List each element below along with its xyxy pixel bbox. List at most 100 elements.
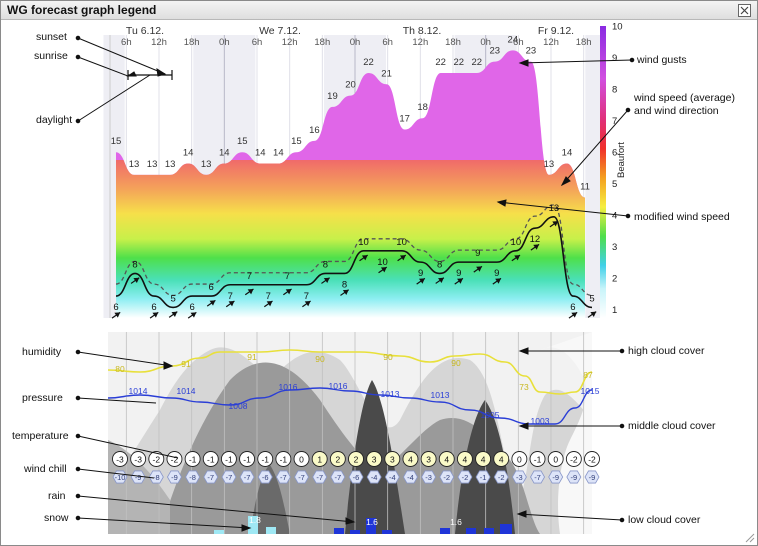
close-icon[interactable]: [738, 4, 751, 17]
wind-speed-value: 6: [113, 302, 118, 313]
wind-arrow-icon: [454, 277, 464, 285]
wind-chill-marker: -9: [548, 470, 564, 484]
wind-chill-marker: -4: [402, 470, 418, 484]
rain-bar: [350, 530, 360, 534]
wind-arrow-icon: [397, 254, 407, 262]
wind-arrow-icon: [111, 311, 121, 319]
wind-arrow-icon: [149, 311, 159, 319]
temperature-marker: 0: [293, 451, 310, 467]
wind-chill-value: -9: [589, 473, 596, 482]
label-wind-direction: and wind direction: [634, 105, 719, 117]
humidity-value: 90: [315, 354, 325, 364]
wind-speed-value: 7: [247, 271, 252, 282]
label-rain: rain: [48, 490, 66, 502]
beaufort-level: 3: [612, 242, 617, 253]
wind-chill-marker: -4: [384, 470, 400, 484]
temperature-value: -2: [570, 455, 578, 465]
wind-chill-marker: -10: [112, 470, 128, 484]
wind-chill-value: -2: [443, 473, 450, 482]
wind-speed-value: 10: [396, 237, 407, 248]
night-band: [585, 35, 600, 318]
humidity-labels: 80 91 91 90 90 90 73 87: [115, 352, 593, 392]
wind-graph: 15 13 13 13 14 13 14 15 14 14 15 16 19 20 22 21 17 18 22 22…: [103, 34, 600, 319]
temperature-marker: 3: [384, 451, 401, 467]
wind-chill-value: -3: [425, 473, 432, 482]
wind-arrow-icon: [321, 277, 330, 284]
label-daylight: daylight: [36, 114, 73, 126]
temperature-value: -3: [134, 455, 142, 465]
temperature-value: 0: [517, 455, 522, 465]
wind-speed-value: 10: [511, 237, 522, 248]
wind-arrow-icon: [492, 277, 502, 285]
beaufort-title: Beaufort: [616, 142, 627, 178]
temperature-marker: -2: [148, 451, 165, 467]
temperature-value: -1: [225, 455, 233, 465]
annotation-pointers: [75, 35, 635, 532]
temperature-marker: -1: [529, 451, 546, 467]
pressure-value: 1008: [229, 401, 248, 411]
wind-chill-value: -7: [534, 473, 541, 482]
resize-grip-icon[interactable]: [745, 533, 755, 543]
wind-arrow-icon: [187, 311, 197, 319]
wind-chill-marker: -9: [584, 470, 600, 484]
wind-chill-value: -8: [153, 473, 160, 482]
gust-value: 23: [526, 46, 537, 57]
wind-chill-marker: -7: [275, 470, 291, 484]
pressure-value: 1013: [431, 390, 450, 400]
wind-chill-marker: -9: [130, 470, 146, 484]
rain-bar: [366, 518, 376, 534]
temperature-marker: -2: [584, 451, 600, 467]
wind-chill-marker: -2: [493, 470, 509, 484]
day-label: We 7.12.: [259, 25, 301, 37]
hour-label: 6h: [513, 37, 524, 48]
beaufort-level: 7: [612, 116, 617, 127]
wind-arrow-icon: [225, 300, 235, 308]
day-label: Fr 9.12.: [538, 25, 574, 37]
cloud-clear-patch: [540, 332, 592, 534]
gust-value: 13: [129, 159, 140, 170]
pressure-labels: 1014 1014 1008 1016 1016 1013 1013 1005 1003 1015: [129, 381, 600, 426]
label-pressure: pressure: [22, 392, 63, 404]
temperature-value: -1: [534, 455, 542, 465]
gust-value: 13: [165, 159, 176, 170]
wind-chill-value: -9: [571, 473, 578, 482]
rain-bar: [440, 528, 450, 534]
wind-chill-marker: -3: [511, 470, 527, 484]
gust-value: 22: [435, 57, 446, 68]
label-wind-gusts: wind gusts: [637, 54, 687, 66]
humidity-value: 87: [583, 370, 593, 380]
wind-chill-marker: -9: [166, 470, 182, 484]
gust-value: 22: [471, 57, 482, 68]
wind-chill-marker: -7: [312, 470, 328, 484]
wind-chill-marker: -7: [203, 470, 219, 484]
wind-chill-value: -6: [262, 473, 269, 482]
hour-label: 6h: [252, 37, 263, 48]
temperature-marker: 2: [329, 451, 346, 467]
wind-arrow-icon: [283, 288, 292, 296]
pressure-value: 1014: [177, 386, 196, 396]
precipitation-bars: 1.8 1.6 1.6: [214, 515, 512, 534]
wind-chill-marker: -6: [348, 470, 364, 484]
temperature-value: 0: [299, 455, 304, 465]
wind-chill-marker: -2: [439, 470, 455, 484]
gust-value: 17: [399, 114, 410, 125]
temperature-marker: 4: [402, 451, 419, 467]
label-wind-speed-average: wind speed (average): [634, 92, 735, 104]
temperature-marker: 3: [420, 451, 437, 467]
wind-chill-marker: -3: [421, 470, 437, 484]
gust-value: 13: [201, 159, 212, 170]
temperature-marker: 4: [438, 451, 455, 467]
hour-label: 12h: [282, 37, 298, 48]
hour-label: 0h: [350, 37, 361, 48]
pressure-value: 1013: [381, 389, 400, 399]
temperature-marker: -1: [257, 451, 274, 467]
label-humidity: humidity: [22, 346, 62, 358]
precipitation-value: 1.6: [450, 517, 462, 527]
temperature-marker: 3: [366, 451, 383, 467]
temperature-value: -2: [153, 455, 161, 465]
temperature-marker: -1: [275, 451, 292, 467]
temperature-value: 1: [317, 455, 322, 465]
snow-bar: [214, 530, 224, 534]
